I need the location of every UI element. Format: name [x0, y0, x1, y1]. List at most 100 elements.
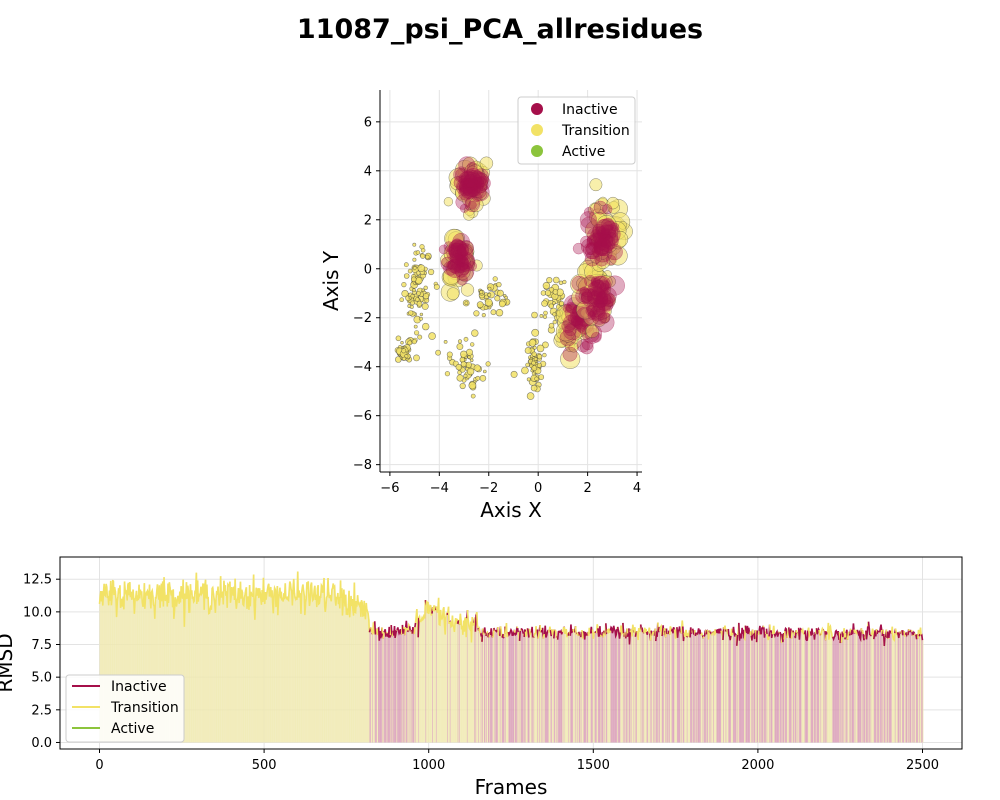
rmsd-fill-band — [803, 633, 805, 743]
rmsd-fill-band — [359, 605, 361, 743]
rmsd-fill-band — [464, 631, 466, 743]
rmsd-line-inactive — [446, 612, 449, 616]
rmsd-fill-band — [550, 630, 552, 743]
rmsd-fill-band — [367, 611, 369, 743]
rmsd-line-inactive — [696, 628, 702, 636]
rmsd-fill-band — [880, 627, 882, 743]
rmsd-fill-band — [313, 599, 315, 743]
scatter-point — [571, 275, 587, 292]
rmsd-fill-band — [270, 587, 272, 743]
rmsd-fill-band — [311, 582, 313, 743]
rmsd-fill-band — [114, 595, 115, 743]
rmsd-fill-band — [351, 606, 353, 743]
rmsd-fill-band — [804, 634, 806, 743]
rmsd-fill-band — [561, 631, 562, 743]
scatter-point — [469, 358, 474, 363]
rmsd-fill-band — [586, 635, 588, 743]
scatter-point — [443, 339, 448, 344]
rmsd-fill-band — [616, 634, 618, 743]
rmsd-fill-band — [874, 635, 876, 743]
rmsd-fill-band — [623, 633, 625, 743]
scatter-point — [424, 254, 430, 260]
rmsd-line-inactive — [809, 628, 814, 636]
rmsd-line-inactive — [876, 629, 880, 635]
rmsd-fill-band — [316, 594, 318, 743]
rmsd-fill-band — [368, 619, 370, 743]
rmsd-fill-band — [682, 626, 684, 743]
scatter-point — [415, 277, 423, 285]
rmsd-fill-band — [565, 629, 567, 743]
rmsd-fill-band — [454, 631, 456, 743]
rmsd-fill-band — [295, 597, 296, 743]
rmsd-fill-band — [281, 600, 283, 743]
rmsd-fill-band — [306, 598, 308, 743]
rmsd-fill-band — [788, 631, 790, 743]
rmsd-fill-band — [208, 596, 210, 743]
rmsd-fill-band — [418, 637, 420, 743]
rmsd-fill-band — [352, 599, 354, 743]
rmsd-fill-band — [271, 597, 273, 743]
rmsd-fill-band — [447, 614, 449, 743]
rmsd-fill-band — [279, 587, 281, 743]
rmsd-fill-band — [592, 629, 594, 743]
rmsd-fill-band — [761, 634, 763, 743]
rmsd-fill-band — [389, 637, 391, 743]
rmsd-fill-band — [416, 616, 418, 743]
rmsd-fill-band — [329, 598, 331, 743]
rmsd-fill-band — [219, 605, 221, 743]
rmsd-fill-band — [835, 631, 837, 743]
rmsd-fill-band — [278, 596, 280, 743]
rmsd-fill-band — [449, 623, 451, 743]
rmsd-x-tick-label: 1000 — [412, 758, 445, 773]
rmsd-fill-band — [391, 625, 393, 743]
rmsd-fill-band — [702, 635, 704, 743]
rmsd-fill-band — [916, 639, 918, 743]
rmsd-fill-band — [449, 620, 451, 743]
scatter-point — [410, 293, 415, 299]
rmsd-fill-band — [240, 581, 242, 743]
rmsd-fill-band — [358, 603, 360, 743]
rmsd-fill-band — [151, 592, 153, 743]
rmsd-fill-band — [889, 630, 891, 743]
rmsd-fill-band — [318, 603, 320, 743]
rmsd-fill-band — [493, 627, 495, 743]
rmsd-fill-band — [497, 627, 499, 743]
rmsd-line-transition — [537, 631, 541, 639]
rmsd-fill-band — [526, 631, 528, 743]
scatter-legend-label: Transition — [561, 123, 630, 139]
rmsd-fill-band — [371, 629, 373, 743]
scatter-point — [414, 330, 420, 336]
rmsd-fill-band — [549, 632, 551, 743]
scatter-point — [539, 313, 544, 318]
rmsd-fill-band — [341, 598, 343, 743]
rmsd-fill-band — [588, 632, 589, 743]
rmsd-fill-band — [247, 608, 248, 743]
rmsd-fill-band — [526, 636, 528, 743]
rmsd-fill-band — [649, 633, 651, 743]
rmsd-fill-band — [445, 617, 447, 743]
rmsd-fill-band — [912, 631, 913, 743]
rmsd-fill-band — [349, 590, 350, 743]
rmsd-line-transition — [499, 626, 503, 638]
rmsd-line-inactive — [744, 625, 751, 635]
rmsd-line-inactive — [616, 626, 622, 639]
rmsd-fill-band — [575, 626, 577, 743]
scatter-point — [485, 361, 491, 367]
rmsd-fill-band — [505, 633, 507, 743]
rmsd-fill-band — [596, 633, 598, 743]
rmsd-fill-band — [875, 636, 877, 743]
rmsd-fill-band — [509, 634, 510, 743]
rmsd-fill-band — [396, 630, 398, 743]
rmsd-fill-band — [638, 628, 640, 743]
rmsd-fill-band — [474, 617, 476, 743]
rmsd-line-inactive — [878, 624, 883, 633]
rmsd-fill-band — [659, 627, 661, 743]
scatter-point — [552, 301, 556, 305]
rmsd-fill-band — [113, 581, 115, 743]
rmsd-fill-band — [778, 634, 780, 743]
rmsd-line-inactive — [689, 627, 693, 638]
rmsd-fill-band — [559, 631, 561, 743]
rmsd-fill-band — [537, 629, 539, 743]
rmsd-fill-band — [569, 632, 571, 743]
